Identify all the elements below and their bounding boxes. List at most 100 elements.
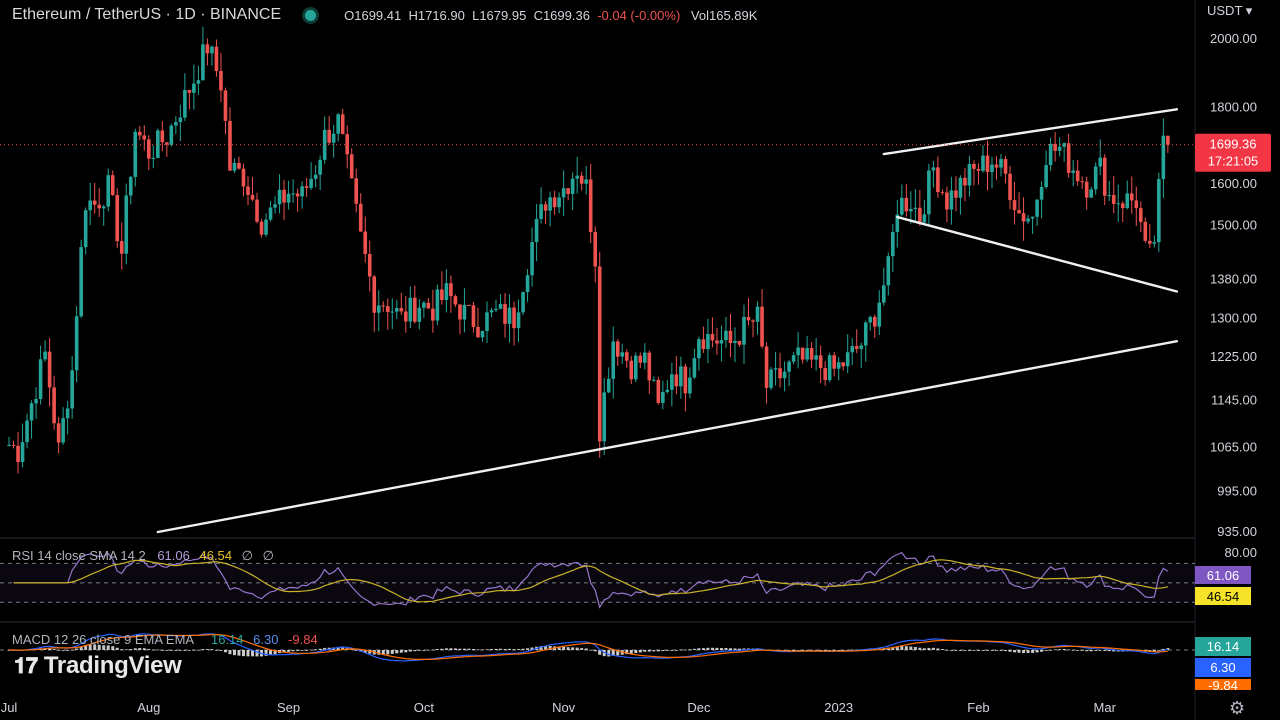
macd-histogram-bar xyxy=(643,650,647,652)
candle xyxy=(674,356,679,395)
candle-body xyxy=(891,231,895,257)
candle xyxy=(891,223,895,272)
candle xyxy=(895,199,900,248)
macd-histogram-bar xyxy=(237,650,241,656)
macd-histogram-bar xyxy=(499,648,503,650)
candle-body xyxy=(706,334,710,350)
macd-histogram-bar xyxy=(841,650,845,651)
currency-selector[interactable]: USDT ▾ xyxy=(1207,3,1253,18)
candle xyxy=(516,299,521,342)
candle xyxy=(1129,176,1134,214)
macd-histogram-bar xyxy=(837,650,841,651)
candle-body xyxy=(909,209,913,212)
candle xyxy=(1048,137,1053,171)
candle-body xyxy=(137,131,142,136)
time-tick-label: Jul xyxy=(1,700,18,715)
candle xyxy=(949,176,954,225)
candle xyxy=(214,39,219,77)
candle xyxy=(1161,118,1166,199)
macd-histogram-bar xyxy=(417,650,421,651)
candle xyxy=(706,318,710,364)
settings-gear-icon[interactable]: ⚙ xyxy=(1229,698,1246,718)
candle-body xyxy=(385,306,390,312)
rsi-top-tick: 80.00 xyxy=(1224,545,1257,560)
macd-histogram-bar xyxy=(413,650,417,652)
macd-histogram-bar xyxy=(178,650,182,651)
macd-histogram-bar xyxy=(927,647,931,650)
candle-body xyxy=(859,345,864,349)
candle-body xyxy=(174,122,178,126)
high-value: H1716.90 xyxy=(408,7,465,23)
candle-body xyxy=(512,307,516,329)
macd-histogram-bar xyxy=(593,650,597,652)
candle-body xyxy=(1026,218,1030,222)
macd-histogram-bar xyxy=(647,650,651,652)
candle-body xyxy=(372,276,377,313)
trendline-1 xyxy=(156,340,1179,534)
symbol-title[interactable]: Ethereum / TetherUS · 1D · BINANCE xyxy=(12,6,282,23)
macd-histogram-bar xyxy=(665,650,669,651)
candle-body xyxy=(543,204,548,211)
macd-histogram-bar xyxy=(571,647,575,650)
time-tick-label: Dec xyxy=(687,700,711,715)
candle-body xyxy=(358,203,363,232)
candle-body xyxy=(16,445,20,462)
candle-body xyxy=(818,355,823,368)
candle xyxy=(223,87,228,135)
candle-body xyxy=(579,175,584,184)
candle xyxy=(16,431,20,474)
candle-body xyxy=(300,186,304,197)
candle-body xyxy=(88,200,92,211)
candle xyxy=(737,340,742,347)
candle-body xyxy=(246,186,250,195)
macd-histogram-bar xyxy=(1058,649,1062,650)
macd-histogram-bar xyxy=(1112,650,1116,652)
macd-histogram-bar xyxy=(1035,650,1039,653)
candle xyxy=(827,352,832,383)
rsi-value-badge xyxy=(1195,566,1251,584)
tradingview-logo[interactable]: 𝟏𝟕 TradingView xyxy=(14,652,182,680)
candle xyxy=(210,45,214,66)
macd-histogram-bar xyxy=(1049,649,1053,651)
macd-histogram-bar xyxy=(169,650,173,651)
candle xyxy=(913,189,918,223)
macd-histogram-bar xyxy=(93,644,97,650)
macd-histogram-bar xyxy=(674,649,678,651)
candle-body xyxy=(688,377,692,394)
macd-histogram-bar xyxy=(1031,650,1035,653)
candle-body xyxy=(169,125,174,145)
rsi-legend[interactable]: RSI 14 close SMA 14 2 61.06 46.54 ∅ ∅ xyxy=(12,548,274,564)
rsi-sma-badge-text: 46.54 xyxy=(1207,589,1240,604)
candle-body xyxy=(318,159,322,175)
candle-body xyxy=(327,129,331,143)
candle-body xyxy=(1017,210,1021,214)
macd-histogram-bar xyxy=(350,649,354,650)
candle-body xyxy=(791,355,796,362)
candle-body xyxy=(697,339,701,359)
candle-body xyxy=(539,204,543,219)
candle-body xyxy=(1111,194,1116,204)
candle-body xyxy=(183,90,187,118)
candle xyxy=(981,145,985,173)
macd-legend[interactable]: MACD 12 26 close 9 EMA EMA 16.14 6.30 -9… xyxy=(12,632,318,647)
candle-body xyxy=(354,178,359,204)
candle-body xyxy=(643,352,647,363)
macd-histogram-bar xyxy=(945,649,949,651)
candle xyxy=(561,170,566,217)
candle xyxy=(115,188,120,248)
candle xyxy=(494,299,498,312)
macd-histogram-bar xyxy=(539,646,543,650)
candle-body xyxy=(376,305,381,313)
candle xyxy=(643,343,647,370)
candle xyxy=(467,304,471,306)
candle xyxy=(503,293,507,338)
macd-histogram-bar xyxy=(544,646,548,650)
candle-body xyxy=(593,232,597,267)
macd-histogram-bar xyxy=(395,650,399,654)
macd-histogram-bar xyxy=(801,650,805,651)
macd-histogram-bar xyxy=(174,650,178,651)
candle-body xyxy=(241,168,246,187)
candle-body xyxy=(363,231,368,255)
macd-histogram-bar xyxy=(187,649,191,651)
